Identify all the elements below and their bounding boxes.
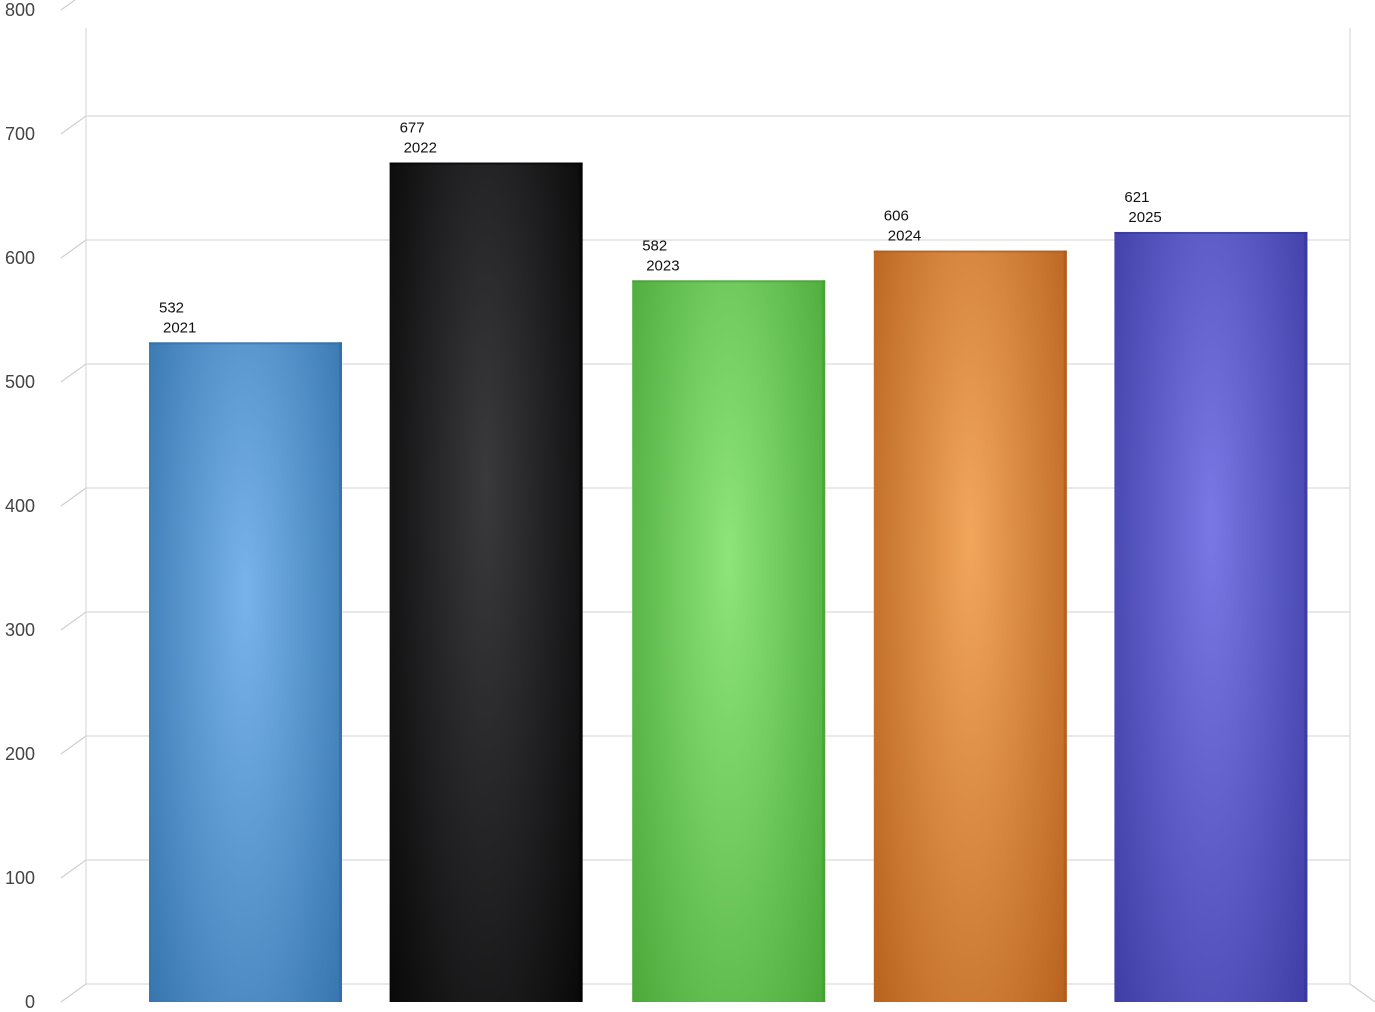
y-axis: 0 100 200 300 400 500 600 700 800	[5, 0, 35, 1012]
y-tick-label: 400	[5, 496, 35, 516]
data-label-category: 2022	[404, 140, 437, 157]
bar-2021	[149, 342, 342, 1002]
data-label-category: 2025	[1128, 209, 1161, 226]
bar-edge	[579, 162, 583, 1002]
bars	[149, 162, 1308, 1002]
floor-edge-right	[1349, 983, 1375, 1003]
bar-edge	[339, 342, 342, 1002]
gridline-depth-left	[60, 487, 87, 507]
bar-top-edge	[149, 342, 342, 345]
data-label-category: 2023	[646, 257, 679, 274]
y-tick-label: 500	[5, 372, 35, 392]
y-tick-label: 0	[25, 992, 35, 1012]
data-labels: 532 2021 677 2022 582 2023 606 2024 621 2025	[159, 120, 1162, 337]
gridline-depth-left	[60, 735, 87, 755]
gridline-depth-left	[60, 239, 87, 259]
y-tick-label: 600	[5, 248, 35, 268]
bar-top-edge	[632, 280, 826, 283]
y-tick-label: 700	[5, 124, 35, 144]
bar-edge	[1304, 231, 1308, 1002]
data-label-value: 621	[1124, 189, 1149, 206]
bar-2024	[873, 250, 1067, 1002]
gridline-depth-left	[60, 363, 87, 383]
data-label-category: 2024	[888, 228, 921, 245]
bar-top-edge	[873, 250, 1067, 253]
bar-edge	[1063, 250, 1067, 1002]
gridline-depth-left	[60, 611, 87, 631]
y-tick-label: 300	[5, 620, 35, 640]
gridline-depth-left	[60, 0, 76, 11]
gridline-depth-left	[60, 983, 87, 1003]
bar-top-edge	[1114, 231, 1308, 234]
data-label-value: 606	[884, 208, 909, 225]
y-tick-label: 100	[5, 868, 35, 888]
y-tick-label: 200	[5, 744, 35, 764]
bar-2025	[1114, 231, 1308, 1002]
data-label-value: 582	[642, 237, 667, 254]
bar-2022	[389, 162, 583, 1002]
data-label-value: 677	[400, 120, 425, 137]
bar-top-edge	[389, 162, 583, 165]
gridline-depth-left	[60, 859, 87, 879]
y-tick-label: 800	[5, 0, 35, 20]
data-label-category: 2021	[163, 319, 196, 336]
gridline-depth-left	[60, 115, 87, 135]
bar-2023	[632, 280, 826, 1002]
bar-edge	[822, 280, 826, 1002]
data-label-value: 532	[159, 299, 184, 316]
